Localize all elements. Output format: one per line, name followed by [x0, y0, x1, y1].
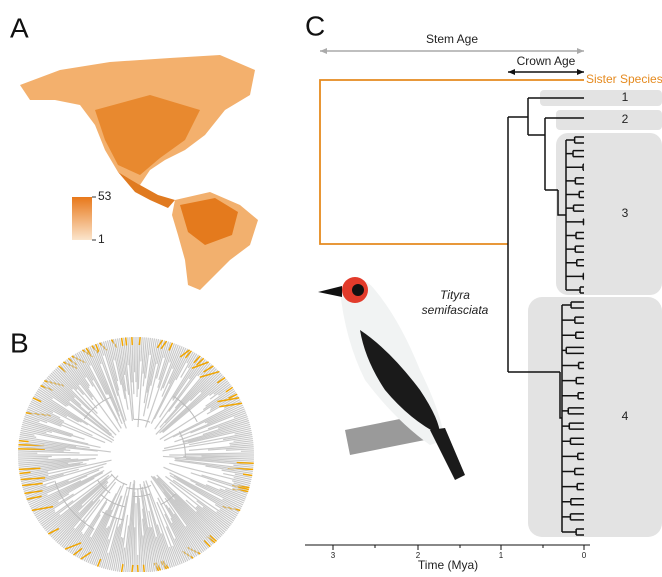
shape — [352, 284, 364, 296]
tip-highlight — [139, 337, 140, 345]
tip-highlight — [122, 338, 123, 346]
axis-title: Time (Mya) — [418, 558, 478, 572]
legend-min: 1 — [98, 232, 105, 246]
tip-highlight — [22, 483, 43, 485]
tip-highlight — [19, 441, 29, 442]
shape — [556, 110, 662, 130]
axis-tick-label: 1 — [499, 551, 504, 560]
tree-branch — [141, 337, 142, 361]
clade-label: 4 — [622, 409, 629, 423]
tree-branch — [134, 337, 135, 372]
shape — [528, 297, 662, 537]
map — [20, 55, 258, 290]
tree-branch — [30, 470, 104, 506]
stem-age-label: Stem Age — [426, 32, 478, 46]
figure: A 53 1 B C Stem Age Crown Age Sister Spe… — [0, 0, 662, 572]
legend-gradient — [72, 197, 92, 240]
tip-highlight — [19, 472, 30, 473]
tree-branch — [201, 456, 253, 457]
circular-tree — [18, 337, 254, 572]
species-name: semifasciata — [422, 303, 489, 317]
tree-branch — [226, 449, 254, 450]
shape — [118, 172, 175, 208]
tree-branch — [186, 453, 254, 454]
shape — [318, 286, 342, 297]
axis-tick-label: 0 — [582, 551, 587, 560]
panel-label: C — [305, 10, 325, 41]
tree-branch — [18, 456, 52, 457]
tip-highlight — [243, 474, 252, 475]
tip-highlight — [126, 337, 127, 345]
tip-highlight — [237, 463, 254, 464]
shape — [95, 95, 200, 175]
clade-label: 1 — [622, 90, 629, 104]
tip-highlight — [21, 478, 46, 480]
clade-label: 3 — [622, 206, 629, 220]
tip-highlight — [144, 565, 145, 572]
crown-age-label: Crown Age — [517, 54, 576, 68]
species-name: Tityra — [440, 288, 470, 302]
legend-max: 53 — [98, 189, 112, 203]
tip-highlight — [122, 564, 123, 572]
shape — [556, 133, 662, 295]
shape — [430, 428, 465, 480]
axis-tick-label: 3 — [331, 551, 336, 560]
tree-arc — [111, 474, 127, 485]
panel-label: B — [10, 327, 29, 358]
sister-species-label: Sister Species — [586, 72, 662, 86]
tip-highlight — [19, 468, 41, 469]
clade-label: 2 — [622, 112, 629, 126]
tree-branch — [18, 458, 48, 459]
tip-highlight — [132, 565, 133, 572]
panel-label: A — [10, 12, 29, 43]
tree-branch — [134, 527, 135, 572]
